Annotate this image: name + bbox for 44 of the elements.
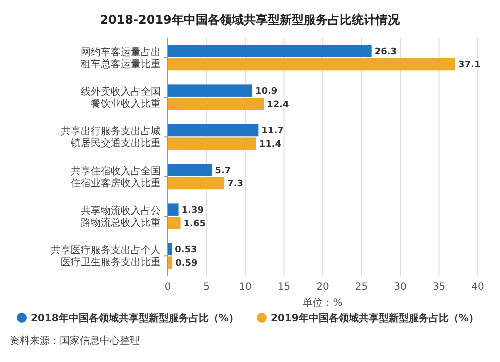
bar [168,217,181,230]
data-label: 0.59 [176,258,198,269]
legend-label: 2018年中国各领域共享型新型服务占比（%） [31,312,239,324]
data-label: 1.65 [184,219,206,230]
data-label: 12.4 [267,100,290,110]
bar [168,256,173,269]
data-label: 37.1 [458,60,481,71]
bar [168,177,225,190]
x-tick-label: 35 [432,282,446,293]
data-label: 5.7 [215,166,232,176]
text: 资料来源：国家信息中心整理 [10,335,140,347]
bar [168,58,456,71]
y-tick-label: 线外卖收入占全国餐饮业收入比重 [81,86,161,110]
bar [168,45,372,58]
x-axis-title: 单位：% [303,297,343,309]
y-tick-label: 共享物流收入占公路物流总收入比重 [81,205,161,229]
bar [168,164,212,176]
x-tick-label: 20 [316,282,330,293]
chart-title: 2018-2019年中国各领域共享型新型服务占比统计情况 [100,13,401,27]
data-label: 1.39 [182,206,204,216]
legend-label: 2019年中国各领域共享型新型服务占比（%） [271,312,479,324]
x-tick-label: 15 [278,282,291,293]
data-label: 26.3 [374,47,398,58]
x-tick-label: 30 [394,282,407,293]
y-tick-label: 共享医疗服务支出占个人医疗卫生服务支出比重 [51,244,161,269]
bar [168,138,256,150]
bar [168,204,179,216]
x-tick-label: 10 [239,282,252,293]
y-tick-label: 共享出行服务支出占城镇居民交通支出比重 [61,126,161,150]
x-tick-label: 5 [204,282,210,293]
bar [168,243,172,256]
data-label: 11.7 [262,126,284,137]
y-tick-label: 共享住宿收入占全国住宿业客房收入比重 [71,165,161,190]
data-label: 0.53 [175,246,198,256]
bar [168,98,264,110]
data-label: 10.9 [255,86,278,97]
bar [168,124,259,137]
x-tick-label: 40 [472,282,484,293]
x-tick-label: 25 [355,282,368,293]
x-tick-label: 0 [164,282,172,293]
data-label: 7.3 [228,180,244,190]
bar [168,84,252,97]
data-label: 11.4 [259,140,282,150]
y-tick-label: 网约车客运量占出租车总客运量比重 [81,46,161,70]
